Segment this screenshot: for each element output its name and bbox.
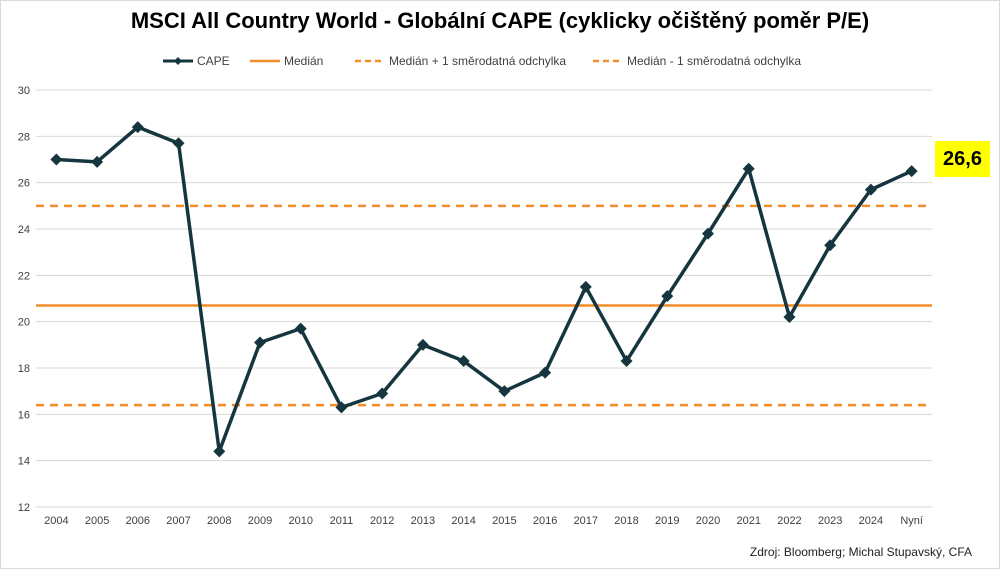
x-tick-label: 2018	[614, 515, 638, 527]
y-tick-label: 20	[18, 317, 30, 329]
cape-data-point	[498, 385, 511, 398]
grid-lines	[36, 89, 932, 508]
cape-data-point	[661, 290, 674, 303]
x-tick-label: 2019	[655, 515, 679, 527]
x-tick-label: 2011	[330, 515, 354, 527]
current-value-badge: 26,6	[935, 141, 990, 177]
y-tick-label: 16	[18, 409, 30, 421]
cape-data-point	[905, 165, 918, 178]
x-tick-label: 2015	[492, 515, 516, 527]
y-tick-label: 12	[18, 502, 30, 514]
cape-data-point	[91, 155, 104, 168]
x-tick-label: 2006	[126, 515, 150, 527]
reference-lines	[36, 204, 932, 407]
x-tick-label: 2010	[288, 515, 312, 527]
x-tick-label: 2013	[411, 515, 435, 527]
x-tick-label: 2014	[451, 515, 475, 527]
cape-data-point	[702, 227, 714, 240]
cape-data-point	[416, 338, 429, 351]
x-tick-label: 2007	[166, 515, 190, 527]
x-tick-label: 2009	[248, 515, 272, 527]
x-tick-label: 2012	[370, 515, 394, 527]
legend-label: CAPE	[197, 54, 230, 68]
cape-data-point	[824, 239, 837, 252]
cape-data-point	[783, 311, 796, 324]
cape-data-point	[213, 445, 226, 458]
x-tick-label: 2024	[859, 515, 883, 527]
legend-marker	[174, 57, 182, 65]
y-tick-label: 22	[18, 270, 30, 282]
x-tick-label: 2005	[85, 515, 109, 527]
x-tick-label: 2017	[574, 515, 598, 527]
cape-series-line	[56, 125, 913, 454]
legend-item: Medián + 1 směrodatná odchylka	[355, 54, 566, 68]
y-axis-ticks: 12 14 16 18 20 22 24 26 28 30	[18, 85, 30, 514]
cape-data-point	[131, 121, 144, 134]
x-tick-label: 2021	[736, 515, 760, 527]
y-tick-label: 30	[18, 85, 30, 97]
y-tick-label: 26	[18, 178, 30, 190]
x-tick-label: 2022	[777, 515, 801, 527]
cape-data-point	[294, 322, 307, 335]
legend-label: Medián	[284, 54, 323, 68]
x-tick-label: 2004	[44, 515, 68, 527]
legend-item: Medián - 1 směrodatná odchylka	[593, 54, 801, 68]
cape-data-point	[376, 387, 389, 400]
x-tick-label: 2008	[207, 515, 231, 527]
x-tick-label: 2023	[818, 515, 842, 527]
y-tick-label: 24	[18, 224, 30, 236]
y-tick-label: 14	[18, 456, 30, 468]
cape-data-point	[539, 366, 552, 379]
source-note: Zdroj: Bloomberg; Michal Stupavský, CFA	[749, 545, 972, 559]
x-tick-label: Nyní	[900, 515, 923, 527]
y-tick-label: 28	[18, 131, 30, 143]
x-tick-label: 2020	[696, 515, 720, 527]
cape-data-point	[742, 162, 755, 175]
chart-title: MSCI All Country World - Globální CAPE (…	[130, 8, 870, 33]
cape-series	[50, 121, 918, 458]
cape-data-point	[864, 183, 877, 196]
x-axis-ticks: 2004 2005 2006 2007 2008 2009 2010 2011 2012 2013…	[44, 515, 923, 527]
cape-data-point	[335, 401, 348, 414]
cape-data-point	[579, 280, 592, 293]
y-tick-label: 18	[18, 363, 30, 375]
cape-data-point	[172, 137, 185, 150]
cape-data-point	[457, 355, 470, 368]
legend-label: Medián - 1 směrodatná odchylka	[627, 54, 801, 68]
x-tick-label: 2016	[533, 515, 557, 527]
legend-item: CAPE	[163, 54, 230, 68]
cape-data-point	[620, 355, 633, 368]
legend-item: Medián	[250, 54, 323, 68]
legend-label: Medián + 1 směrodatná odchylka	[389, 54, 566, 68]
cape-data-point	[50, 153, 63, 166]
cape-data-point	[254, 336, 266, 349]
chart-legend: CAPE Medián Medián + 1 směrodatná odchylka…	[163, 54, 801, 68]
